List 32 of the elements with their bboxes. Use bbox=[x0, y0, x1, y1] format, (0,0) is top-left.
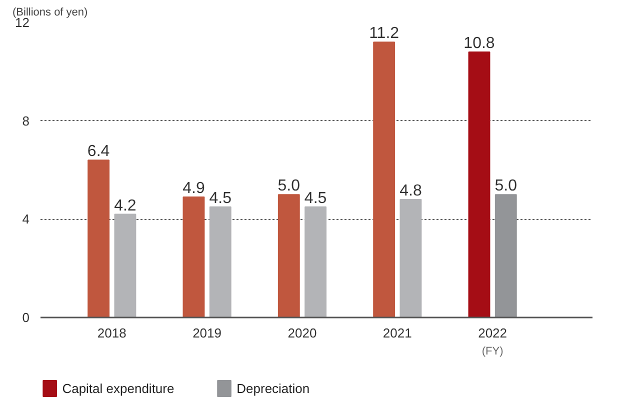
data-label: 4.8 bbox=[400, 182, 422, 200]
y-tick-label: 8 bbox=[22, 113, 30, 128]
bar bbox=[373, 42, 396, 318]
bar bbox=[114, 214, 136, 318]
x-tick-label: 2022 bbox=[478, 326, 508, 340]
y-tick-label: 4 bbox=[22, 212, 30, 227]
bar bbox=[278, 194, 300, 318]
bar bbox=[209, 206, 232, 318]
legend-label: Capital expenditure bbox=[62, 381, 174, 396]
legend-label: Depreciation bbox=[236, 381, 310, 396]
y-tick-label: 0 bbox=[22, 310, 30, 325]
bar bbox=[182, 196, 205, 318]
y-axis-title: (Billions of yen) bbox=[12, 6, 88, 18]
data-label: 11.2 bbox=[369, 25, 400, 42]
data-label: 10.8 bbox=[464, 35, 495, 52]
x-tick-label: 2018 bbox=[97, 326, 126, 340]
bar bbox=[88, 160, 110, 318]
data-label: 5.0 bbox=[278, 178, 300, 195]
x-tick-label: 2019 bbox=[192, 326, 222, 340]
data-label: 4.2 bbox=[114, 197, 136, 214]
data-label: 4.5 bbox=[209, 190, 232, 207]
data-label: 4.9 bbox=[182, 180, 205, 198]
bar bbox=[400, 199, 422, 318]
bar bbox=[494, 194, 517, 318]
data-label: 6.4 bbox=[87, 143, 110, 160]
data-label: 4.5 bbox=[304, 190, 327, 207]
x-tick-label: 2020 bbox=[288, 326, 317, 340]
x-tick-label: 2021 bbox=[382, 326, 412, 340]
bar bbox=[304, 206, 327, 318]
bar bbox=[468, 52, 490, 318]
text: (FY) bbox=[482, 346, 504, 358]
data-label: 5.0 bbox=[494, 178, 518, 195]
